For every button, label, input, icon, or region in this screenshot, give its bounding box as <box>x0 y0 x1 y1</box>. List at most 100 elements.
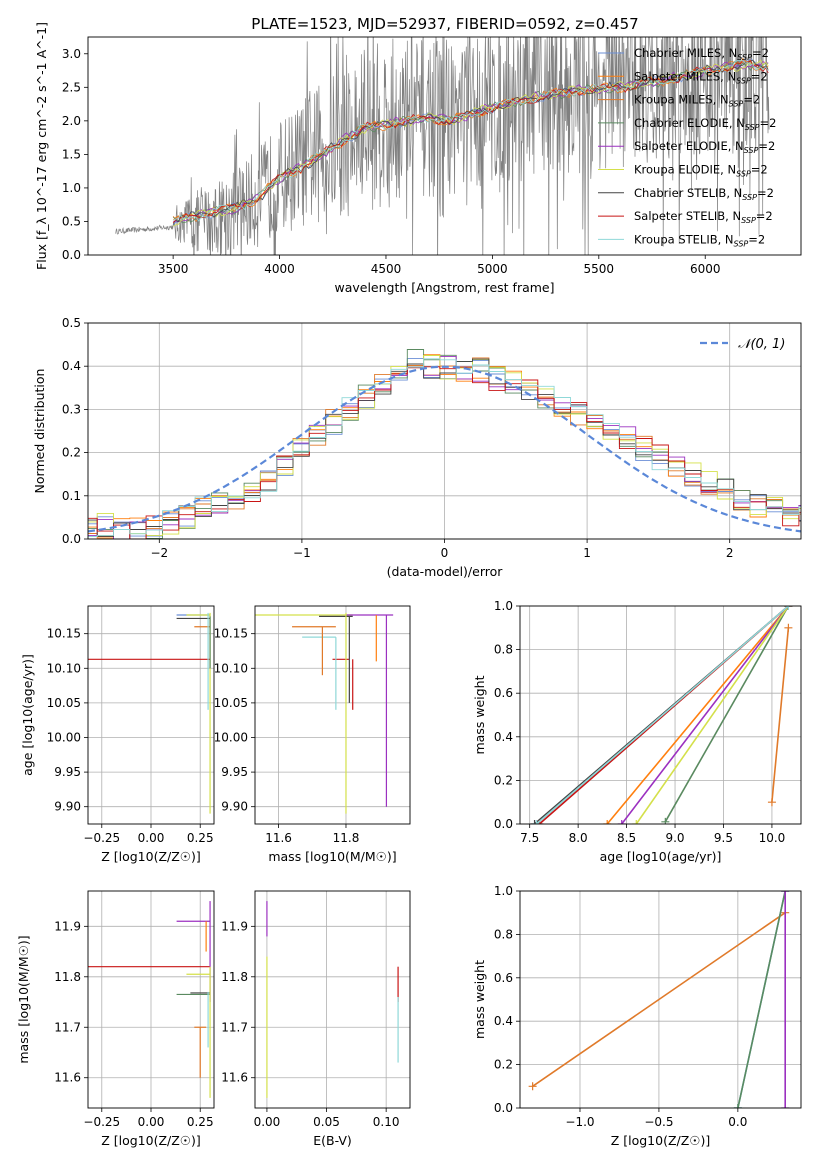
frame-layer: −0.25 0.00 0.25 11.6 11.7 11.8 11.9 Z [log10(Z/… <box>16 890 215 1148</box>
tick-label-y: 0.6 <box>494 971 513 985</box>
tick-label-x: −1 <box>293 546 311 560</box>
tick-label-x: 11.6 <box>265 831 292 845</box>
tick-label-y: 9.90 <box>221 800 248 814</box>
tick-label-y: 11.9 <box>54 919 81 933</box>
tick-label-y: 10.00 <box>214 730 248 744</box>
frame-layer: −0.25 0.00 0.25 9.90 9.95 10.00 10.05 10.10 10.1… <box>20 605 215 864</box>
tick-label-x: 5000 <box>477 262 508 276</box>
plot-area <box>255 606 410 824</box>
axes-cum_weight_vs_Z: −1.0 −0.5 0.0 0.0 0.2 0.4 0.6 0.8 1.0 Z [log10(Z/… <box>472 884 802 1148</box>
tick-label-y: 10.15 <box>47 627 81 641</box>
legend-label-6: Chabrier STELIB, NSSP=2 <box>634 186 774 202</box>
x-axis-label: E(B-V) <box>313 1133 352 1148</box>
point-marker-8 <box>784 606 793 610</box>
cumulative-line-5 <box>635 606 790 824</box>
tick-label-y: 10.15 <box>214 627 248 641</box>
x-axis-label: wavelength [Angstrom, rest frame] <box>334 280 554 295</box>
tick-label-x: 5500 <box>584 262 615 276</box>
tick-label-y: 9.90 <box>54 800 81 814</box>
axes-frame <box>519 890 802 1109</box>
figure-title: PLATE=1523, MJD=52937, FIBERID=0592, z=0… <box>251 15 638 33</box>
x-axis-label: mass [log10(M/M☉)] <box>268 849 396 864</box>
tick-label-x: 8.5 <box>617 831 636 845</box>
plot-layer <box>528 891 790 1108</box>
point-marker-3 <box>733 1104 742 1108</box>
point-marker-6 <box>530 820 539 824</box>
x-axis-label: age [log10(age/yr)] <box>600 849 722 864</box>
tick-label-y: 0.4 <box>494 1014 513 1028</box>
tick-label-x: 6000 <box>690 262 721 276</box>
frame-layer: 0.00 0.05 0.10 11.6 11.7 11.8 11.9 E(B-V) <box>221 890 411 1148</box>
tick-label-y: 0.2 <box>494 773 513 787</box>
hist-step-4 <box>88 356 801 539</box>
tick-label-y: 0.6 <box>494 686 513 700</box>
tick-label-y: 0.8 <box>494 927 513 941</box>
tick-label-x: 0.00 <box>138 1115 165 1129</box>
cumulative-line-8 <box>535 606 789 824</box>
legend-gaussian-label: 𝒩(0, 1) <box>738 337 785 352</box>
tick-label-x: 0.00 <box>254 1115 281 1129</box>
tick-label-x: 0.05 <box>313 1115 340 1129</box>
axes-spectrum: 3500 4000 4500 5000 5500 6000 0.0 0.5 1.0 1.5 2.0 2… <box>34 22 802 295</box>
tick-label-x: −1.0 <box>565 1115 594 1129</box>
frame-layer: 3500 4000 4500 5000 5500 6000 0.0 0.5 1.0 1.5 2.0 2… <box>34 22 802 295</box>
tick-label-y: 0.0 <box>62 248 81 262</box>
tick-label-y: 0.8 <box>494 643 513 657</box>
axes-frame <box>254 605 411 825</box>
cumulative-line-3 <box>737 891 786 1108</box>
tick-label-y: 0.0 <box>494 817 513 831</box>
y-axis-label: mass [log10(M/M☉)] <box>16 935 31 1063</box>
frame-layer: 11.6 11.8 9.90 9.95 10.00 10.05 10.10 10.15 mass… <box>214 605 411 864</box>
point-marker-1 <box>603 820 612 824</box>
tick-label-x: 4000 <box>264 262 295 276</box>
x-axis-label: Z [log10(Z/Z☉)] <box>101 1133 201 1148</box>
tick-label-x: −2 <box>150 546 168 560</box>
legend-label-4: Salpeter ELODIE, NSSP=2 <box>634 139 775 155</box>
legend-label-2: Kroupa MILES, NSSP=2 <box>634 93 760 109</box>
plot-layer <box>530 606 793 824</box>
tick-label-y: 10.05 <box>47 696 81 710</box>
legend-label-8: Kroupa STELIB, NSSP=2 <box>634 232 765 248</box>
y-axis-label: age [log10(age/yr)] <box>20 654 35 776</box>
axes-residual_hist: −2 −1 0 1 2 0.0 0.1 0.2 0.3 0.4 0.5 (data-model)/er… <box>32 316 802 579</box>
spectrum-legend: Chabrier MILES, NSSP=2 Salpeter MILES, NS… <box>598 46 776 248</box>
frame-layer: −2 −1 0 1 2 0.0 0.1 0.2 0.3 0.4 0.5 (data-model)/er… <box>32 316 802 579</box>
tick-label-y: 3.0 <box>62 47 81 61</box>
tick-label-y: 0.2 <box>494 1058 513 1072</box>
legend-label-7: Salpeter STELIB, NSSP=2 <box>634 209 773 225</box>
tick-label-y: 1.0 <box>62 181 81 195</box>
axes-frame <box>519 605 802 825</box>
model-line-7 <box>172 59 769 223</box>
point-marker-8 <box>532 820 541 824</box>
axes-age_vs_mass: 11.6 11.8 9.90 9.95 10.00 10.05 10.10 10.15 mass… <box>214 605 411 864</box>
tick-label-x: 0.0 <box>728 1115 747 1129</box>
tick-label-y: 11.7 <box>221 1020 248 1034</box>
tick-label-y: 11.8 <box>54 970 81 984</box>
tick-label-y: 0.4 <box>62 359 81 373</box>
tick-label-x: 1 <box>583 546 591 560</box>
tick-label-x: 0.25 <box>187 831 214 845</box>
legend-label-0: Chabrier MILES, NSSP=2 <box>634 46 769 62</box>
tick-label-y: 2.5 <box>62 80 81 94</box>
axes-frame <box>87 36 802 256</box>
tick-label-y: 9.95 <box>221 765 248 779</box>
y-axis-label: Flux [f_λ 10^-17 erg cm^-2 s^-1 A^-1] <box>34 22 49 270</box>
y-axis-label: mass weight <box>472 960 487 1039</box>
hist-step-7 <box>88 366 801 539</box>
axes-frame <box>87 890 215 1109</box>
plot-layer <box>88 901 211 1098</box>
tick-label-y: 11.7 <box>54 1020 81 1034</box>
hist-step-1 <box>88 354 801 539</box>
axes-frame <box>87 322 802 540</box>
gaussian-curve <box>88 365 801 533</box>
cumulative-line-3 <box>664 606 790 823</box>
tick-label-x: 0 <box>441 546 449 560</box>
tick-label-x: 4500 <box>371 262 402 276</box>
tick-label-y: 0.4 <box>494 730 513 744</box>
cumulative-line-0 <box>532 912 786 1087</box>
plot-layer <box>88 612 211 814</box>
tick-label-y: 1.5 <box>62 147 81 161</box>
tick-label-x: −0.25 <box>83 831 120 845</box>
y-axis-label: mass weight <box>472 675 487 754</box>
axes-cum_weight_vs_age: 7.5 8.0 8.5 9.0 9.5 10.0 0.0 0.2 0.4 0.6 0.8 1.0 age… <box>472 599 802 864</box>
